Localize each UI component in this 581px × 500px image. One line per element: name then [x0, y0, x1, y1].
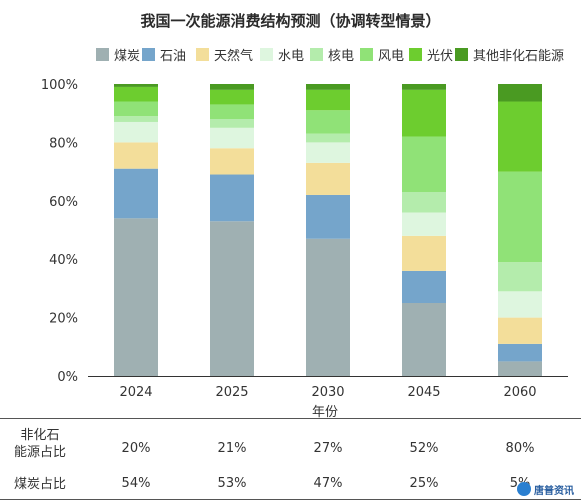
bar-segment: [498, 343, 542, 362]
table-cell: 27%: [313, 441, 343, 456]
legend-swatch: [310, 47, 323, 61]
bar-segment: [498, 84, 542, 102]
bar-segment: [114, 84, 158, 87]
bar-segment: [114, 86, 158, 102]
chart-plot: 0% 20% 40% 60% 80% 100% 2024 2025 2030 2045 2060 年份: [41, 78, 568, 420]
watermark-logo-icon: [517, 482, 531, 496]
legend-item: 天然气: [196, 44, 253, 64]
bar-segment: [402, 89, 446, 137]
legend-label: 其他非化石能源: [473, 48, 565, 64]
y-tick-label: 80%: [49, 136, 78, 151]
bar-segment: [306, 84, 350, 90]
table-row-label-nonfossil: 非化石 能源占比: [13, 428, 66, 460]
watermark: 唐普资讯: [517, 478, 581, 500]
bar-segment: [498, 262, 542, 292]
y-tick-label: 40%: [49, 253, 78, 268]
legend-label: 天然气: [214, 48, 254, 64]
bar-segment: [210, 221, 254, 376]
legend-item: 石油: [142, 44, 186, 64]
legend-label: 水电: [278, 48, 305, 64]
bar-segment: [498, 171, 542, 263]
chart-legend: 煤炭 石油 天然气 水电 核电 风电 光伏 其他非化石能源: [96, 44, 566, 64]
bar-segment: [402, 303, 446, 376]
bar-segment: [306, 133, 350, 143]
bar-segment: [210, 89, 254, 105]
legend-item: 核电: [310, 44, 354, 64]
x-tick-label: 2024: [119, 385, 152, 400]
y-tick-label: 0%: [57, 370, 78, 385]
x-tick-label: 2025: [215, 385, 248, 400]
legend-item: 煤炭: [96, 44, 140, 64]
legend-label: 石油: [160, 48, 187, 64]
bar-segment: [210, 174, 254, 222]
bar-segment: [306, 162, 350, 195]
bar-segment: [210, 84, 254, 90]
table-cell: 53%: [217, 476, 247, 491]
legend-label: 光伏: [427, 48, 454, 64]
bar-segment: [498, 101, 542, 172]
bar-segment: [306, 142, 350, 163]
table-row-label-coal: 煤炭占比: [13, 477, 66, 492]
table-cell: 52%: [409, 441, 439, 456]
bar-segment: [306, 110, 350, 134]
table-cell: 21%: [217, 441, 247, 456]
y-tick-label: 20%: [49, 312, 78, 327]
bar-segment: [114, 116, 158, 122]
chart-title: 我国一次能源消费结构预测（协调转型情景）: [140, 12, 441, 30]
bar-segment: [498, 291, 542, 318]
legend-swatch: [455, 47, 468, 61]
watermark-text: 唐普资讯: [534, 485, 574, 497]
legend-swatch: [142, 47, 155, 61]
y-tick-label: 100%: [41, 78, 78, 93]
x-tick-label: 2060: [503, 385, 536, 400]
legend-swatch: [260, 47, 273, 61]
legend-swatch: [96, 47, 109, 61]
legend-label: 煤炭: [114, 48, 141, 64]
bar-segment: [114, 121, 158, 143]
y-tick-label: 60%: [49, 195, 78, 210]
bar-segment: [402, 270, 446, 303]
bar-segment: [114, 218, 158, 376]
bar-segment: [210, 119, 254, 128]
legend-item: 光伏: [409, 44, 453, 64]
table-cell: 20%: [121, 441, 151, 456]
table-cell: 80%: [505, 441, 535, 456]
bar-segment: [402, 192, 446, 213]
bar-segment: [306, 89, 350, 111]
bar-segment: [402, 212, 446, 236]
legend-item: 风电: [360, 44, 404, 64]
table-cell: 25%: [409, 476, 439, 491]
bar-segment: [114, 101, 158, 117]
legend-item: 水电: [260, 44, 304, 64]
x-tick-label: 2045: [407, 385, 440, 400]
bar-segment: [114, 142, 158, 169]
bar-segment: [210, 127, 254, 149]
bar-segment: [306, 238, 350, 376]
legend-swatch: [360, 47, 373, 61]
table-cell: 54%: [121, 476, 151, 491]
x-tick-label: 2030: [311, 385, 344, 400]
table-top-line: [0, 418, 581, 419]
legend-item: 其他非化石能源: [455, 44, 564, 64]
bar-segment: [402, 235, 446, 271]
legend-swatch: [409, 47, 422, 61]
x-axis-label: 年份: [312, 405, 338, 420]
bar-segment: [402, 84, 446, 90]
bar-segment: [114, 168, 158, 219]
bar-segment: [498, 317, 542, 344]
legend-label: 风电: [378, 48, 405, 64]
bar-segment: [210, 104, 254, 120]
bar-segment: [498, 361, 542, 376]
bar-segment: [210, 148, 254, 175]
legend-swatch: [196, 47, 209, 61]
legend-label: 核电: [328, 48, 355, 64]
bar-segment: [306, 194, 350, 239]
bar-segment: [402, 136, 446, 193]
table-cell: 47%: [313, 476, 343, 491]
